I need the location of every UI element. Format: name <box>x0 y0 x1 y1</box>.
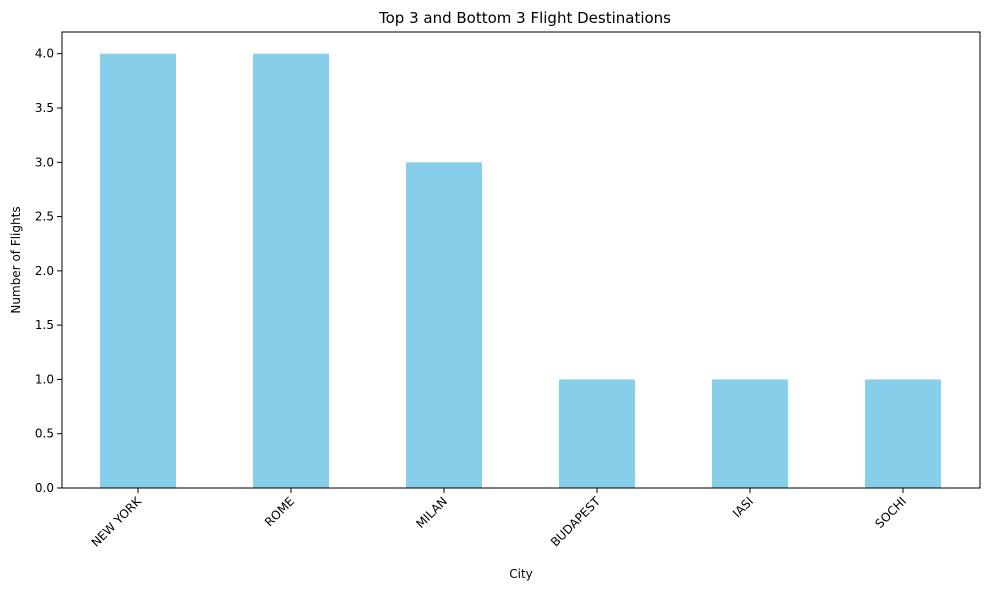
y-tick-label: 2.5 <box>35 210 54 224</box>
bar-rome <box>253 53 329 488</box>
bar-sochi <box>865 379 941 488</box>
chart-title: Top 3 and Bottom 3 Flight Destinations <box>378 9 671 27</box>
axes-frame <box>61 31 981 489</box>
y-tick-label: 4.0 <box>35 47 54 61</box>
bar-new-york <box>100 53 176 488</box>
y-tick-label: 2.0 <box>35 264 54 278</box>
x-axis-label: City <box>509 567 533 581</box>
bars-group <box>100 53 941 489</box>
y-tick-label: 0.5 <box>35 427 54 441</box>
y-tick-label: 3.0 <box>35 155 54 169</box>
bar-iasi <box>712 379 788 488</box>
y-tick-label: 3.5 <box>35 101 54 115</box>
y-tick-label: 0.0 <box>35 481 54 495</box>
bar-budapest <box>559 379 635 488</box>
y-axis-ticks: 0.0 0.5 1.0 1.5 2.0 2.5 3.0 3.5 4.0 <box>35 47 62 495</box>
bar-milan <box>406 162 482 489</box>
y-axis-label: Number of Flights <box>9 206 23 313</box>
y-tick-label: 1.0 <box>35 372 54 386</box>
y-tick-label: 1.5 <box>35 318 54 332</box>
